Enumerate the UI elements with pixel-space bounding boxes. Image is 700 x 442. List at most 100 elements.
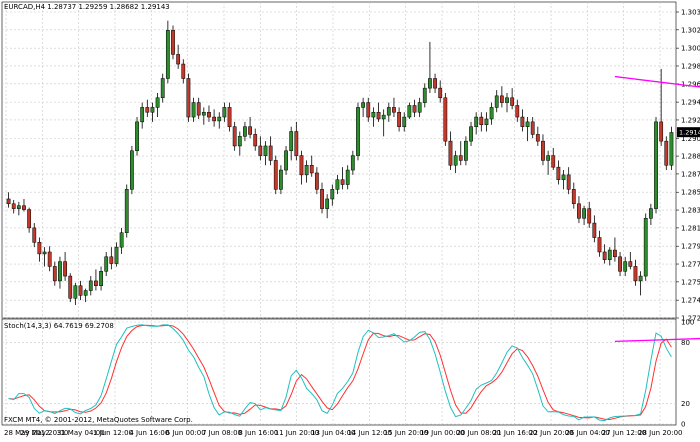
candle-body [417, 102, 422, 113]
price-axis-label: 1.27400 [681, 297, 700, 305]
time-axis-label: 28 Jun 20:00 [638, 429, 682, 437]
candle-body [171, 30, 175, 55]
candle-body [109, 256, 114, 264]
price-trendline[interactable] [614, 75, 700, 122]
price-axis-label: 1.27960 [681, 243, 700, 251]
candle-body [150, 107, 155, 113]
candle-body [232, 126, 237, 147]
candle-body [582, 208, 586, 219]
candle-body [392, 107, 396, 113]
candle-body [520, 116, 525, 127]
candle-body [571, 189, 576, 205]
time-axis-label: 15 Jun 20:00 [384, 429, 428, 437]
candle-body [165, 30, 170, 79]
candle-body [489, 107, 494, 120]
candle-body [438, 87, 443, 99]
time-axis-label: 31 May 04:00 [57, 429, 105, 437]
candle-body [129, 150, 134, 190]
main-chart-title: EURCAD,H4 1.28737 1.29259 1.28682 1.2914… [4, 3, 170, 11]
candle-body [181, 63, 186, 79]
candle-body [191, 102, 196, 118]
candle-body [16, 205, 21, 209]
time-axis-label: 6 Jun 00:00 [166, 429, 206, 437]
candle-body [304, 164, 309, 176]
candle-body [145, 107, 150, 113]
candle-body [237, 136, 242, 147]
candle-body [525, 121, 530, 127]
oscillator-axis-label: 80 [681, 339, 690, 347]
candle-body [196, 102, 201, 116]
candle-body [515, 105, 520, 118]
candle-body [505, 97, 509, 103]
candle-body [176, 54, 181, 65]
candle-body [207, 111, 211, 118]
oscillator-trendline[interactable] [614, 329, 700, 343]
candle-body [22, 205, 26, 210]
candle-body [371, 111, 376, 118]
candle-body [551, 155, 556, 168]
candle-body [433, 78, 437, 89]
time-axis-label: 21 Jun 16:00 [493, 429, 537, 437]
candle-body [335, 179, 340, 190]
candle-body [340, 179, 345, 185]
time-axis-label: 27 Jun 12:00 [602, 429, 646, 437]
candle-body [124, 189, 129, 233]
candle-body [160, 78, 165, 99]
candle-body [607, 249, 612, 260]
candle-body [561, 174, 566, 180]
time-axis-label: 13 Jun 04:00 [311, 429, 355, 437]
candle-body [94, 280, 98, 286]
candle-body [412, 105, 417, 113]
candle-body [289, 131, 294, 152]
candle-body [140, 107, 145, 123]
candle-body [88, 280, 93, 291]
candle-body [6, 198, 11, 205]
price-axis-label: 1.28710 [681, 170, 700, 178]
candle-body [422, 87, 427, 103]
candle-body [659, 121, 664, 142]
candle-body [309, 164, 314, 174]
candle-body [227, 107, 232, 127]
candle-body [299, 155, 304, 176]
time-axis-label: 7 Jun 08:00 [202, 429, 242, 437]
copyright-footer: FXCM MT4, © 2001-2012, MetaQuotes Softwa… [4, 416, 193, 424]
candle-body [42, 251, 47, 255]
candle-body [386, 107, 391, 116]
oscillator-title: Stoch(14,3,3) 64.7619 69.2708 [4, 322, 114, 330]
time-axis-label: 14 Jun 12:00 [347, 429, 391, 437]
candle-body [633, 266, 638, 282]
candle-body [119, 232, 124, 248]
candle-body [268, 145, 273, 161]
candle-body [11, 203, 16, 209]
candle-body [479, 116, 484, 126]
candle-body [664, 140, 669, 166]
candle-body [669, 132, 674, 166]
candle-body [273, 160, 278, 190]
current-price-marker [677, 127, 700, 138]
candle-body [68, 275, 73, 299]
time-axis-label: 11 Jun 20:00 [275, 429, 319, 437]
candle-body [243, 126, 247, 137]
candle-body [366, 102, 371, 118]
candle-body [587, 208, 592, 224]
candle-body [613, 249, 617, 258]
candle-body [222, 107, 227, 118]
candle-body [212, 116, 217, 122]
candle-body [325, 198, 330, 209]
candle-body [494, 95, 499, 108]
candle-body [155, 97, 160, 108]
time-axis-label: 20 Jun 08:00 [456, 429, 500, 437]
candle-body [345, 169, 350, 185]
candle-body [253, 134, 258, 147]
price-axis-label: 1.29455 [681, 99, 700, 107]
candle-body [499, 95, 504, 103]
price-axis-label: 1.29830 [681, 62, 700, 70]
candle-body [63, 261, 67, 277]
candle-body [577, 203, 581, 219]
candle-body [510, 97, 515, 106]
stoch-signal-line [8, 324, 672, 421]
candle-body [407, 105, 412, 118]
candle-body [284, 150, 288, 171]
candle-body [78, 285, 83, 296]
